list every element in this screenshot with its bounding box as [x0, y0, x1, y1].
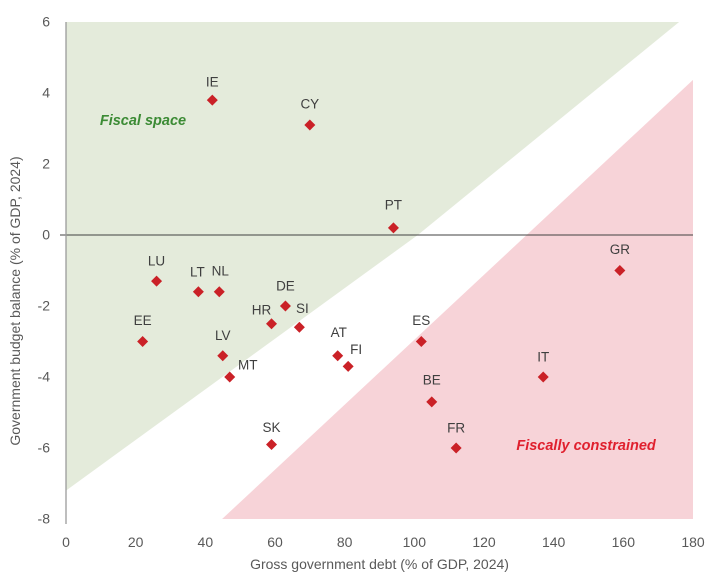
region-label-fiscal-space: Fiscal space: [100, 113, 186, 129]
x-tick-label-120: 120: [472, 534, 496, 550]
point-label-HR: HR: [252, 302, 272, 317]
x-tick-label-20: 20: [128, 534, 144, 550]
point-label-CY: CY: [300, 96, 319, 111]
region-fiscally-constrained: [222, 79, 693, 520]
data-point-AT: [332, 350, 344, 362]
x-tick-label-60: 60: [267, 534, 283, 550]
y-tick-label--8: -8: [38, 511, 51, 527]
point-label-ES: ES: [412, 313, 430, 328]
point-label-SI: SI: [296, 301, 309, 316]
point-label-EE: EE: [134, 313, 152, 328]
data-point-LV: [217, 350, 229, 362]
point-label-BE: BE: [423, 372, 441, 387]
point-label-IE: IE: [206, 75, 219, 90]
point-label-GR: GR: [610, 242, 631, 257]
data-point-FI: [342, 360, 354, 372]
data-point-HR: [266, 318, 278, 330]
y-tick-label-2: 2: [42, 156, 50, 172]
data-point-CY: [304, 119, 316, 131]
data-point-SI: [293, 321, 305, 333]
y-tick-label-6: 6: [42, 14, 50, 30]
point-label-FR: FR: [447, 421, 465, 436]
data-point-NL: [213, 286, 225, 298]
x-tick-label-160: 160: [612, 534, 636, 550]
point-label-LV: LV: [215, 328, 231, 343]
data-point-PT: [387, 222, 399, 234]
point-label-MT: MT: [238, 358, 258, 373]
data-point-ES: [415, 336, 427, 347]
point-label-LT: LT: [190, 264, 205, 279]
y-tick-label--4: -4: [38, 369, 51, 385]
data-point-BE: [426, 396, 438, 408]
point-label-LU: LU: [148, 254, 165, 269]
y-tick-label--6: -6: [38, 440, 51, 456]
point-label-AT: AT: [331, 325, 347, 340]
data-point-IE: [206, 94, 218, 106]
y-axis-title: Government budget balance (% of GDP, 202…: [7, 156, 23, 446]
data-point-SK: [266, 438, 278, 450]
x-tick-label-180: 180: [681, 534, 705, 550]
y-tick-label-0: 0: [42, 227, 50, 243]
point-label-PT: PT: [385, 197, 402, 212]
data-point-IT: [537, 371, 549, 383]
point-label-FI: FI: [350, 342, 362, 357]
point-label-DE: DE: [276, 279, 295, 294]
x-tick-label-80: 80: [337, 534, 353, 550]
x-tick-label-100: 100: [403, 534, 427, 550]
x-tick-label-0: 0: [62, 534, 70, 550]
y-tick-label--2: -2: [38, 298, 51, 314]
point-label-SK: SK: [263, 420, 281, 435]
data-point-GR: [614, 265, 626, 276]
y-tick-label-4: 4: [42, 85, 50, 101]
data-point-EE: [137, 336, 149, 347]
point-label-NL: NL: [212, 263, 230, 278]
x-tick-label-40: 40: [198, 534, 214, 550]
data-point-FR: [450, 442, 462, 454]
data-point-MT: [224, 371, 236, 383]
x-tick-label-140: 140: [542, 534, 566, 550]
region-fiscal-space: [66, 22, 680, 491]
x-axis-title: Gross government debt (% of GDP, 2024): [250, 556, 509, 572]
point-label-IT: IT: [537, 350, 549, 365]
data-point-DE: [279, 300, 291, 312]
data-point-LU: [151, 275, 163, 287]
data-point-LT: [192, 286, 204, 298]
region-label-fiscally-constrained: Fiscally constrained: [516, 438, 657, 454]
